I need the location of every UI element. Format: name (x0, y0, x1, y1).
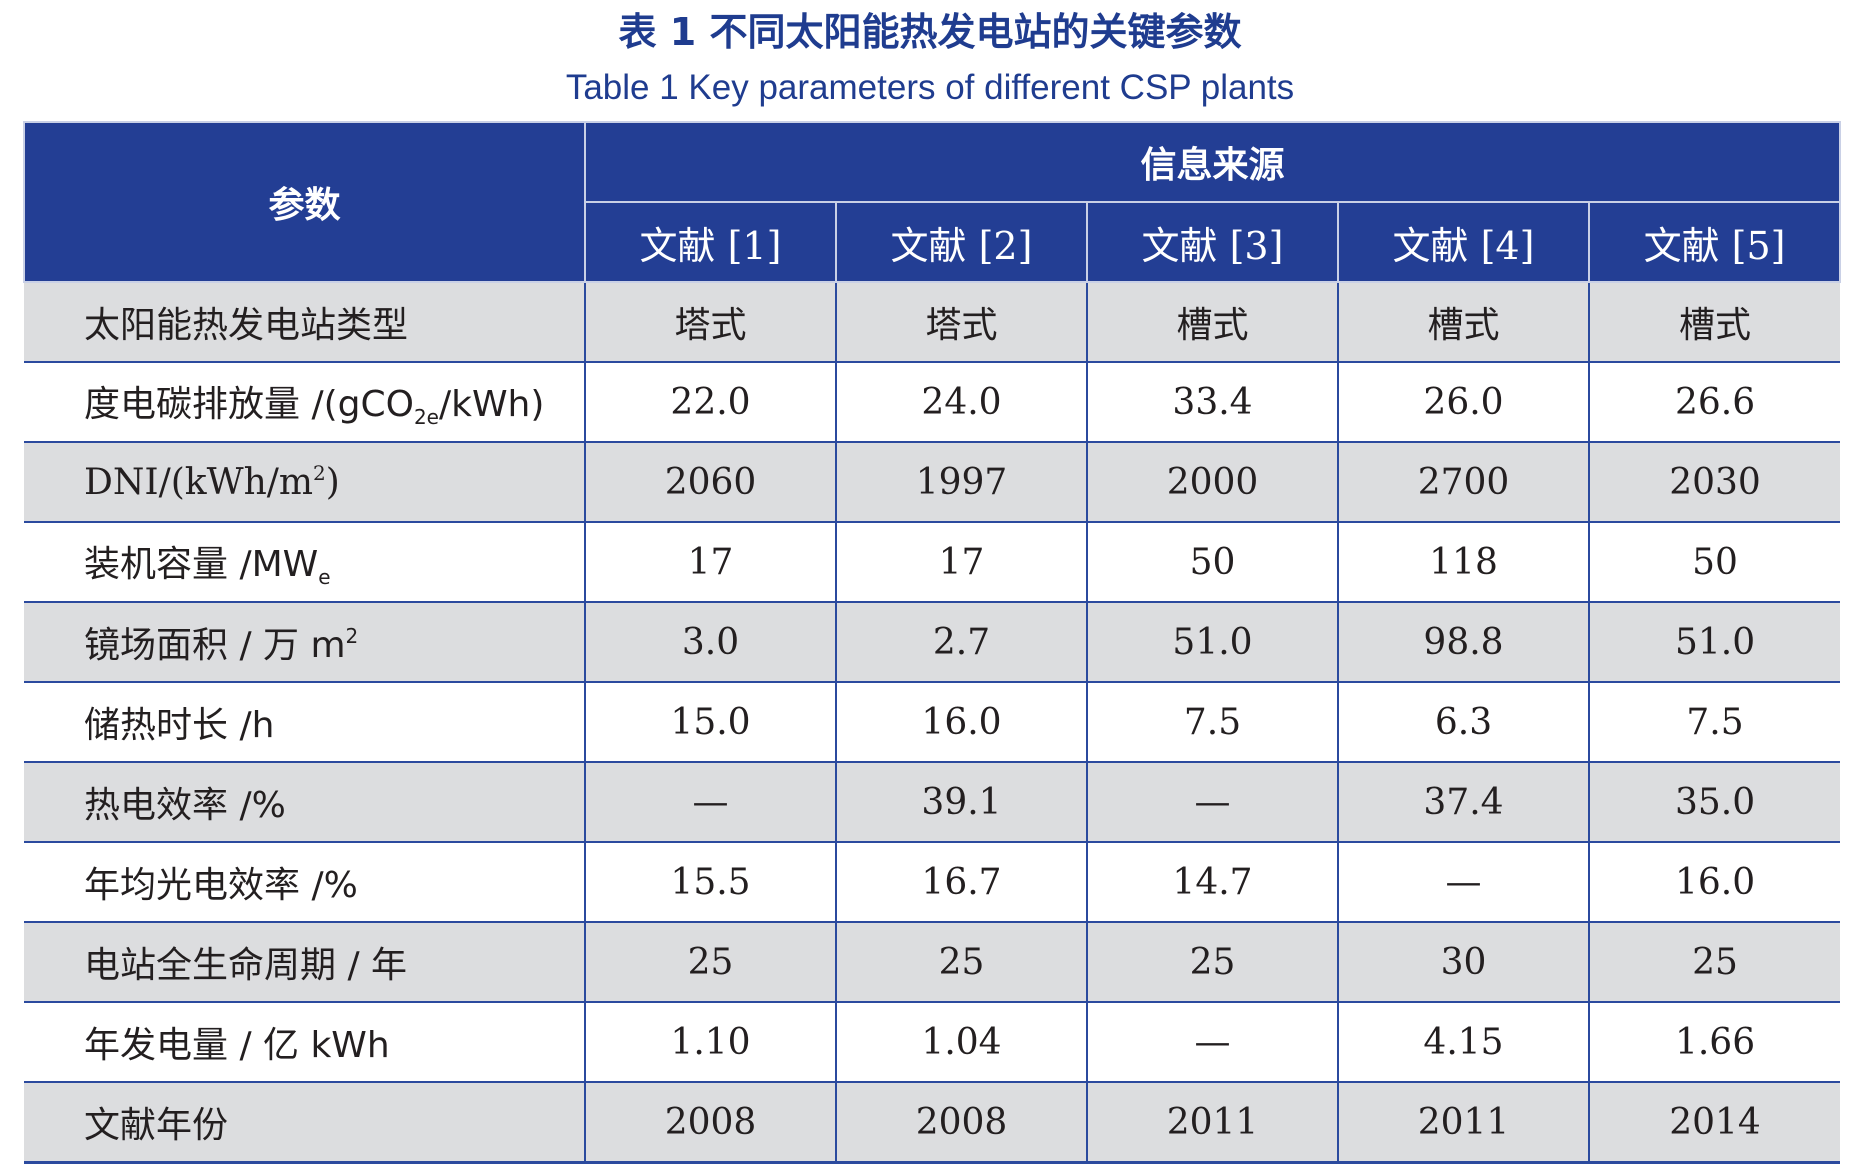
cell: 51.0 (1587, 602, 1841, 683)
cell: 槽式 (1587, 282, 1841, 363)
cell: 17 (584, 522, 836, 603)
cell: 33.4 (1086, 362, 1338, 443)
cell: 51.0 (1086, 602, 1338, 683)
cell: 25 (584, 922, 836, 1003)
cell: 2014 (1587, 1082, 1841, 1164)
table-row: 装机容量 /MWe 17 17 50 118 50 (24, 522, 1841, 603)
cell: 2008 (835, 1082, 1087, 1164)
cell: 30 (1337, 922, 1589, 1003)
row-label: 文献年份 (24, 1082, 585, 1164)
cell: 25 (1587, 922, 1841, 1003)
cell: 15.5 (584, 842, 836, 923)
cell: 24.0 (835, 362, 1087, 443)
cell: 3.0 (584, 602, 836, 683)
cell: 6.3 (1337, 682, 1589, 763)
cell: 35.0 (1587, 762, 1841, 843)
cell: 1.04 (835, 1002, 1087, 1083)
cell: 2060 (584, 442, 836, 523)
header-source: 信息来源 (583, 121, 1842, 203)
cell: 37.4 (1337, 762, 1589, 843)
header-param: 参数 (23, 121, 586, 283)
label-main: 镜场面积 / 万 m (84, 625, 346, 666)
label-main: DNI/(kWh/m (84, 462, 314, 503)
header-ref-3: 文献 [3] (1086, 201, 1339, 283)
cell: 26.0 (1337, 362, 1589, 443)
row-label: 太阳能热发电站类型 (24, 282, 585, 363)
row-label: 度电碳排放量 /(gCO2e/kWh) (24, 362, 585, 443)
table-row: 度电碳排放量 /(gCO2e/kWh) 22.0 24.0 33.4 26.0 … (24, 362, 1841, 443)
cell: 50 (1587, 522, 1841, 603)
cell: 2.7 (835, 602, 1087, 683)
label-tail: /kWh) (438, 384, 545, 425)
table-row: 文献年份 2008 2008 2011 2011 2014 (24, 1082, 1841, 1164)
cell: 39.1 (835, 762, 1087, 843)
cell: 塔式 (584, 282, 836, 363)
cell: 118 (1337, 522, 1589, 603)
cell: 26.6 (1587, 362, 1841, 443)
row-label: DNI/(kWh/m2) (24, 442, 585, 523)
cell: 16.7 (835, 842, 1087, 923)
label-tail: ) (325, 462, 340, 503)
row-label: 年均光电效率 /% (24, 842, 585, 923)
label-main: 装机容量 /MW (84, 544, 319, 585)
cell: 2008 (584, 1082, 836, 1164)
row-label: 镜场面积 / 万 m2 (24, 602, 585, 683)
cell: 98.8 (1337, 602, 1589, 683)
cell: 2011 (1086, 1082, 1338, 1164)
cell: 塔式 (835, 282, 1087, 363)
header-ref-5: 文献 [5] (1587, 201, 1842, 283)
cell: 25 (835, 922, 1087, 1003)
cell: 16.0 (1587, 842, 1841, 923)
cell: 槽式 (1337, 282, 1589, 363)
label-main: 度电碳排放量 /(gCO (84, 384, 414, 425)
parameters-table: 参数 信息来源 文献 [1] 文献 [2] 文献 [3] 文献 [4] 文献 [… (23, 121, 1842, 1164)
table-row: 电站全生命周期 / 年 25 25 25 30 25 (24, 922, 1841, 1003)
label-subscript: 2e (413, 405, 439, 429)
cell: 17 (835, 522, 1087, 603)
table-title-cn: 表 1 不同太阳能热发电站的关键参数 (618, 10, 1242, 54)
table-row: 热电效率 /% — 39.1 — 37.4 35.0 (24, 762, 1841, 843)
cell: 1997 (835, 442, 1087, 523)
cell: 7.5 (1086, 682, 1338, 763)
header-ref-2: 文献 [2] (835, 201, 1088, 283)
cell: 2700 (1337, 442, 1589, 523)
cell: 2000 (1086, 442, 1338, 523)
table-row: 年均光电效率 /% 15.5 16.7 14.7 — 16.0 (24, 842, 1841, 923)
cell: 4.15 (1337, 1002, 1589, 1083)
row-label: 储热时长 /h (24, 682, 585, 763)
row-label: 年发电量 / 亿 kWh (24, 1002, 585, 1083)
cell: 15.0 (584, 682, 836, 763)
cell: — (1086, 762, 1338, 843)
table-row: 年发电量 / 亿 kWh 1.10 1.04 — 4.15 1.66 (24, 1002, 1841, 1083)
cell: 2030 (1587, 442, 1841, 523)
cell: 50 (1086, 522, 1338, 603)
row-label: 电站全生命周期 / 年 (24, 922, 585, 1003)
cell: — (1086, 1002, 1338, 1083)
row-label: 热电效率 /% (24, 762, 585, 843)
cell: 7.5 (1587, 682, 1841, 763)
table-row: DNI/(kWh/m2) 2060 1997 2000 2700 2030 (24, 442, 1841, 523)
label-superscript: 2 (313, 461, 326, 485)
table-row: 储热时长 /h 15.0 16.0 7.5 6.3 7.5 (24, 682, 1841, 763)
cell: 1.10 (584, 1002, 836, 1083)
header-ref-1: 文献 [1] (584, 201, 837, 283)
table-row: 太阳能热发电站类型 塔式 塔式 槽式 槽式 槽式 (24, 282, 1841, 363)
label-subscript: e (318, 565, 331, 589)
cell: 1.66 (1587, 1002, 1841, 1083)
table-title-en: Table 1 Key parameters of different CSP … (565, 68, 1295, 107)
cell: 25 (1086, 922, 1338, 1003)
cell: 14.7 (1086, 842, 1338, 923)
cell: 22.0 (584, 362, 836, 443)
header-ref-4: 文献 [4] (1337, 201, 1590, 283)
cell: 16.0 (835, 682, 1087, 763)
table-row: 镜场面积 / 万 m2 3.0 2.7 51.0 98.8 51.0 (24, 602, 1841, 683)
row-label: 装机容量 /MWe (24, 522, 585, 603)
label-superscript: 2 (345, 624, 359, 648)
cell: — (584, 762, 836, 843)
cell: 槽式 (1086, 282, 1338, 363)
cell: 2011 (1337, 1082, 1589, 1164)
cell: — (1337, 842, 1589, 923)
